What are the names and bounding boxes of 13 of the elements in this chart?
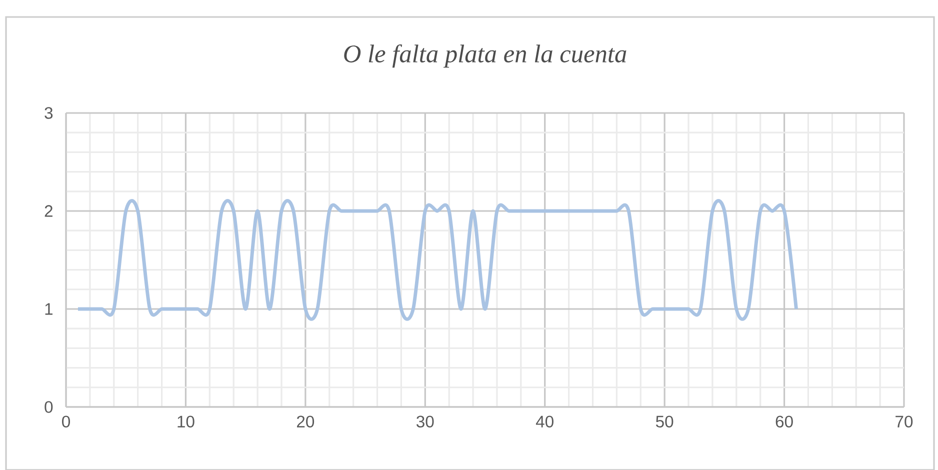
x-tick-label: 40 [536, 416, 554, 428]
x-tick-label: 0 [62, 416, 70, 428]
y-tick-label: 3 [44, 107, 53, 119]
y-tick-label: 0 [44, 401, 53, 413]
x-tick-label: 30 [416, 416, 434, 428]
y-tick-label: 1 [45, 303, 52, 315]
x-tick-label: 70 [896, 416, 913, 428]
y-tick-label: 2 [44, 205, 52, 217]
x-tick-label: 20 [297, 416, 314, 428]
x-tick-label: 50 [656, 416, 674, 428]
x-tick-label: 60 [776, 416, 793, 428]
x-tick-label: 10 [178, 416, 194, 428]
chart-title: O le falta plata en la cuenta [344, 44, 626, 68]
